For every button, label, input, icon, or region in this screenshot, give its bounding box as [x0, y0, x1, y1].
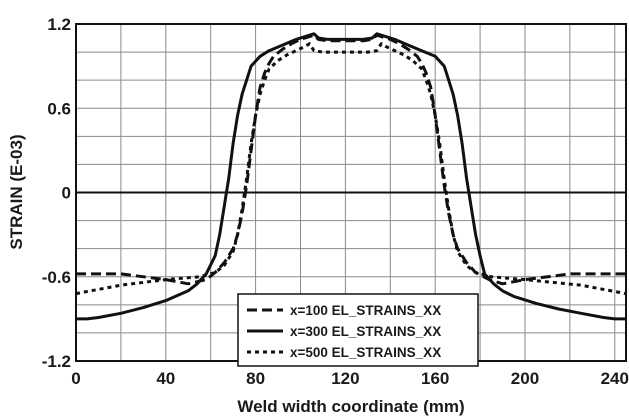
legend-label-3: x=500 EL_STRAINS_XX	[290, 345, 441, 360]
x-tick-label: 200	[511, 369, 539, 388]
x-tick-label: 120	[331, 369, 359, 388]
y-tick-label: 0.6	[47, 99, 71, 118]
legend-label-1: x=100 EL_STRAINS_XX	[290, 303, 441, 318]
y-tick-label: 0	[62, 184, 71, 203]
y-tick-label: 1.2	[47, 15, 71, 34]
x-tick-label: 240	[601, 369, 629, 388]
y-tick-label: -1.2	[42, 352, 71, 371]
series-lines	[75, 32, 627, 321]
y-tick-labels: -1.2 -0.6 0 0.6 1.2	[42, 15, 71, 371]
y-axis-label: STRAIN (E-03)	[7, 134, 26, 249]
series-line-2	[76, 32, 626, 321]
y-tick-label: -0.6	[42, 268, 71, 287]
legend: x=100 EL_STRAINS_XX x=300 EL_STRAINS_XX x=…	[237, 293, 479, 367]
x-tick-label: 40	[156, 369, 175, 388]
x-tick-label: 160	[421, 369, 449, 388]
series-line-3	[75, 42, 627, 296]
legend-label-2: x=300 EL_STRAINS_XX	[290, 324, 441, 339]
x-axis-label: Weld width coordinate (mm)	[237, 397, 464, 416]
x-tick-labels: 0 40 80 120 160 200 240	[71, 369, 629, 388]
x-tick-label: 0	[71, 369, 80, 388]
x-tick-label: 80	[246, 369, 265, 388]
